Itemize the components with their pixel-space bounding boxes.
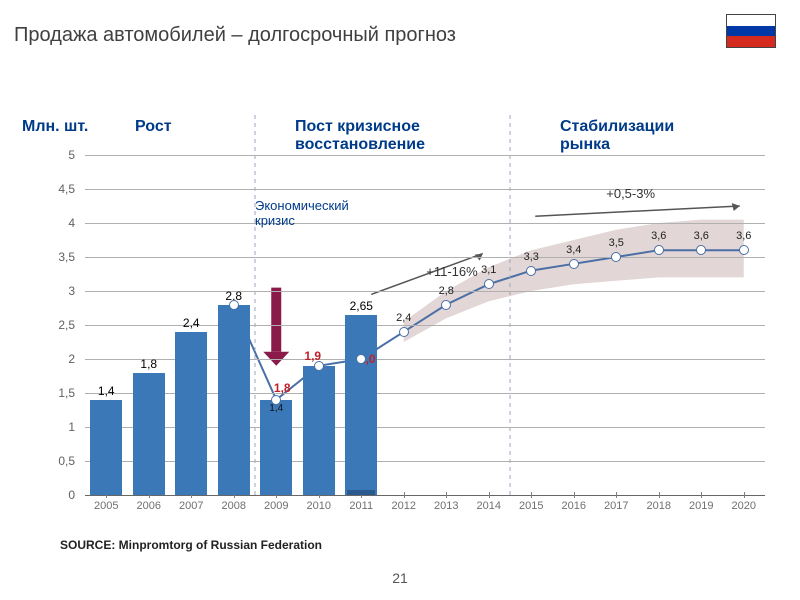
line-marker [654, 245, 664, 255]
page-title: Продажа автомобилей – долгосрочный прогн… [14, 24, 456, 47]
x-tick-label: 2014 [469, 500, 509, 512]
x-tick-label: 2008 [214, 500, 254, 512]
bar [90, 400, 122, 495]
line-marker [399, 327, 409, 337]
y-tick-label: 3,5 [45, 250, 75, 264]
line-value-label: 3,6 [736, 230, 751, 242]
bar [260, 400, 292, 495]
x-tick [489, 492, 490, 498]
line-value-label: 3,4 [566, 244, 581, 256]
bar-label: 2,4 [176, 316, 206, 330]
x-tick-label: 2016 [554, 500, 594, 512]
gridline [85, 291, 765, 292]
line-marker [229, 300, 239, 310]
line-marker [484, 279, 494, 289]
x-tick [616, 492, 617, 498]
line-marker [526, 266, 536, 276]
x-tick [701, 492, 702, 498]
y-tick-label: 5 [45, 148, 75, 162]
x-tick [446, 492, 447, 498]
bar-label: 1,8 [134, 357, 164, 371]
source-text: SOURCE: Minpromtorg of Russian Federatio… [60, 538, 322, 552]
line-marker [356, 354, 366, 364]
y-tick-label: 0 [45, 488, 75, 502]
x-tick [574, 492, 575, 498]
russia-flag-icon [726, 14, 776, 48]
phase-recovery: Пост кризисное восстановление [295, 118, 465, 154]
line-value-label: 3,6 [694, 230, 709, 242]
gridline [85, 495, 765, 496]
x-tick-label: 2015 [511, 500, 551, 512]
line-value-label: 2,8 [439, 285, 454, 297]
bar-label: 1,4 [91, 384, 121, 398]
x-tick-label: 2006 [129, 500, 169, 512]
line-marker [441, 300, 451, 310]
y-tick-label: 3 [45, 284, 75, 298]
x-tick [744, 492, 745, 498]
line-marker [739, 245, 749, 255]
line-marker [569, 259, 579, 269]
plot-layer: 00,511,522,533,544,552005200620072008200… [85, 155, 765, 495]
growth-label-2: +0,5-3% [606, 186, 655, 201]
y-tick-label: 1 [45, 420, 75, 434]
x-tick [531, 492, 532, 498]
x-tick-label: 2020 [724, 500, 764, 512]
line-marker [696, 245, 706, 255]
line-value-label: 3,6 [651, 230, 666, 242]
flag-stripe-white [727, 15, 775, 26]
bar [175, 332, 207, 495]
gridline [85, 223, 765, 224]
chart-area: 00,511,522,533,544,552005200620072008200… [85, 155, 765, 495]
gridline [85, 155, 765, 156]
bar [218, 305, 250, 495]
y-tick-label: 2,5 [45, 318, 75, 332]
bar-small [347, 490, 375, 495]
red-label: 1,8 [274, 381, 291, 395]
x-tick-label: 2005 [86, 500, 126, 512]
x-tick-label: 2013 [426, 500, 466, 512]
x-tick-label: 2009 [256, 500, 296, 512]
line-value-label: 3,3 [524, 251, 539, 263]
x-tick-label: 2018 [639, 500, 679, 512]
x-tick-label: 2017 [596, 500, 636, 512]
line-marker [611, 252, 621, 262]
gridline [85, 189, 765, 190]
x-tick-label: 2007 [171, 500, 211, 512]
gridline [85, 257, 765, 258]
x-tick-label: 2011 [341, 500, 381, 512]
x-tick-label: 2010 [299, 500, 339, 512]
x-tick [404, 492, 405, 498]
y-tick-label: 1,5 [45, 386, 75, 400]
line-value-label: 3,1 [481, 264, 496, 276]
bar [303, 366, 335, 495]
line-value-label: 3,5 [609, 237, 624, 249]
line-marker [271, 395, 281, 405]
y-tick-label: 2 [45, 352, 75, 366]
flag-stripe-red [727, 36, 775, 47]
y-axis-label: Млн. шт. [22, 118, 88, 136]
growth-label-1: +11-16% [426, 264, 477, 279]
page-number: 21 [392, 570, 408, 586]
y-tick-label: 0,5 [45, 454, 75, 468]
flag-stripe-blue [727, 26, 775, 37]
y-tick-label: 4,5 [45, 182, 75, 196]
phase-growth: Рост [135, 118, 172, 136]
y-tick-label: 4 [45, 216, 75, 230]
line-marker [314, 361, 324, 371]
x-tick-label: 2019 [681, 500, 721, 512]
line-value-label: 2,4 [396, 312, 411, 324]
crisis-annotation: Экономический кризис [255, 198, 365, 228]
x-tick [659, 492, 660, 498]
bar [345, 315, 377, 495]
bar-label: 2,65 [346, 299, 376, 313]
x-tick-label: 2012 [384, 500, 424, 512]
bar [133, 373, 165, 495]
phase-stabilization: Стабилизации рынка [560, 118, 720, 154]
